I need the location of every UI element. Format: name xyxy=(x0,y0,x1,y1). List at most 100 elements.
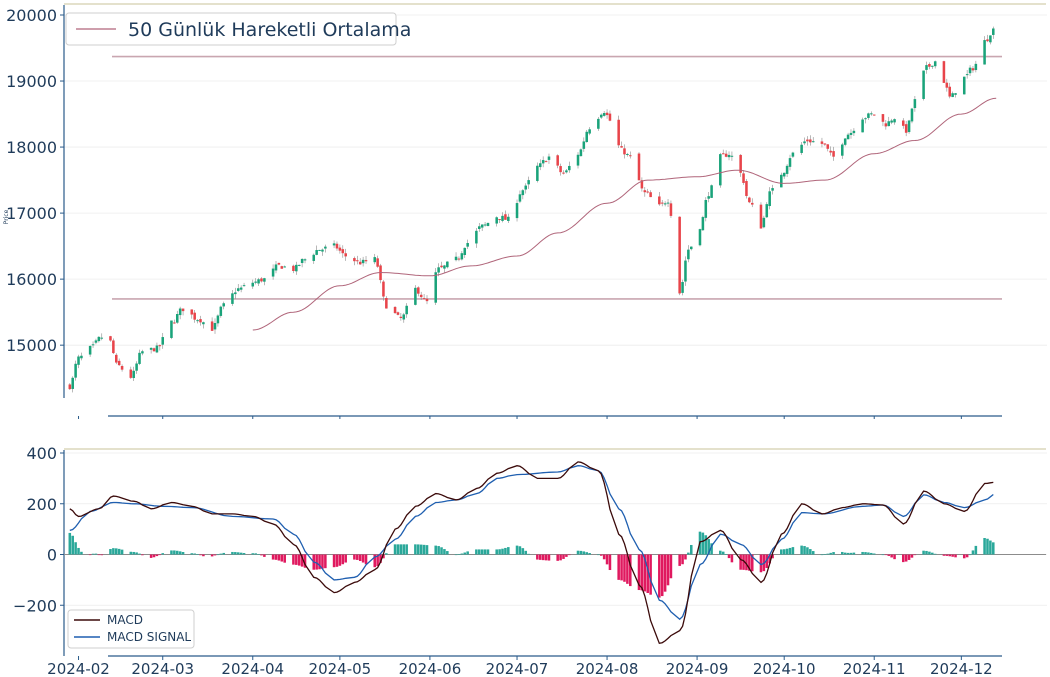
macd-histogram-bar xyxy=(806,547,809,555)
candle-body xyxy=(745,181,748,196)
candle-body xyxy=(274,264,278,271)
macd-histogram-bar xyxy=(94,553,98,555)
candle-body xyxy=(559,166,562,173)
macd-histogram-bar xyxy=(649,554,652,595)
candle-body xyxy=(358,261,362,265)
macd-histogram-bar xyxy=(396,544,400,555)
candle-body xyxy=(376,258,379,267)
macd-histogram-bar xyxy=(251,553,255,555)
candle-body xyxy=(739,154,742,173)
macd-histogram-bar xyxy=(158,554,162,556)
macd-histogram-bar xyxy=(832,552,835,555)
macd-histogram-bar xyxy=(417,544,420,555)
macd-histogram-bar xyxy=(315,554,318,570)
candle-body xyxy=(945,82,949,88)
candle-body xyxy=(495,217,498,224)
macd-histogram-bar xyxy=(727,554,731,559)
candle-body xyxy=(887,121,891,127)
candle-body xyxy=(568,165,571,171)
price-frame xyxy=(63,3,1046,419)
macd-histogram-bar xyxy=(324,554,327,569)
macd-histogram-bar xyxy=(446,551,449,555)
candle-body xyxy=(234,292,237,295)
macd-histogram-bar xyxy=(782,549,786,555)
candle-body xyxy=(419,294,423,298)
candle-body xyxy=(202,322,205,325)
macd-histogram-bar xyxy=(300,554,304,567)
candle-body xyxy=(109,336,112,341)
candle-body xyxy=(585,131,588,143)
candle-body xyxy=(762,217,766,228)
x-tick-label: 2024-06 xyxy=(399,660,462,677)
candle-body xyxy=(88,345,92,355)
candle-body xyxy=(780,174,783,188)
macd-histogram-bar xyxy=(579,550,583,555)
macd-histogram-bar xyxy=(861,551,864,555)
macd-histogram-bar xyxy=(954,554,957,558)
macd-histogram-bar xyxy=(841,551,844,555)
macd-histogram-bar xyxy=(962,554,966,559)
candle-body xyxy=(605,112,609,116)
macd-histogram-bar xyxy=(193,553,196,555)
macd-histogram-bar xyxy=(344,554,347,563)
candle-body xyxy=(541,160,545,164)
macd-histogram-bar xyxy=(901,554,905,563)
macd-histogram-bar xyxy=(637,554,641,591)
macd-y-tick-label: 200 xyxy=(26,495,57,514)
candle-body xyxy=(315,250,318,255)
candle-body xyxy=(402,314,406,320)
macd-histogram-bar xyxy=(849,552,853,555)
candle-body xyxy=(181,308,185,312)
macd-histogram-bar xyxy=(271,554,275,560)
macd-histogram-bar xyxy=(100,554,104,556)
macd-histogram-bar xyxy=(791,547,795,555)
candle-body xyxy=(193,312,196,320)
candle-body xyxy=(666,202,670,204)
candle-body xyxy=(968,67,972,74)
candle-body xyxy=(300,258,304,264)
macd-histogram-bar xyxy=(440,547,443,555)
macd-histogram-bar xyxy=(463,552,467,555)
candle-body xyxy=(344,253,347,257)
candle-body xyxy=(974,63,978,71)
macd-histogram-bar xyxy=(800,545,803,555)
macd-y-tick-label: −200 xyxy=(13,596,57,615)
candle-body xyxy=(910,108,914,122)
candle-body xyxy=(547,156,551,160)
macd-histogram-bar xyxy=(196,554,199,555)
candle-body xyxy=(463,247,467,256)
macd-histogram-bar xyxy=(254,553,257,555)
macd-histogram-bar xyxy=(161,553,165,555)
candle-body xyxy=(791,152,795,157)
candle-body xyxy=(843,138,847,145)
candle-body xyxy=(178,308,182,316)
macd-histogram-bar xyxy=(945,554,949,556)
candle-body xyxy=(338,247,342,251)
candle-body xyxy=(405,305,408,315)
candle-body xyxy=(536,165,539,181)
macd-histogram-bar xyxy=(933,553,937,555)
candle-body xyxy=(117,360,121,366)
candle-body xyxy=(231,293,234,304)
macd-histogram-bar xyxy=(544,554,548,561)
candle-body xyxy=(100,337,104,339)
candle-body xyxy=(94,340,98,343)
macd-histogram-bar xyxy=(913,554,917,556)
candle-body xyxy=(881,114,885,122)
macd-histogram-bar xyxy=(887,554,891,556)
macd-histogram-bar xyxy=(846,552,850,555)
candle-body xyxy=(112,340,115,354)
macd-histogram-bar xyxy=(173,550,176,555)
macd-histogram-bar xyxy=(890,554,893,558)
candle-body xyxy=(986,39,989,42)
macd-histogram-bar xyxy=(585,552,588,555)
macd-histogram-bar xyxy=(681,554,684,565)
macd-histogram-bar xyxy=(80,551,83,555)
macd-histogram-bar xyxy=(358,554,362,562)
candle-body xyxy=(962,76,966,95)
candle-body xyxy=(236,288,240,291)
macd-histogram-bar xyxy=(341,554,345,565)
macd-histogram-bar xyxy=(724,554,728,555)
candle-body xyxy=(820,141,824,144)
macd-histogram-bar xyxy=(663,554,667,592)
